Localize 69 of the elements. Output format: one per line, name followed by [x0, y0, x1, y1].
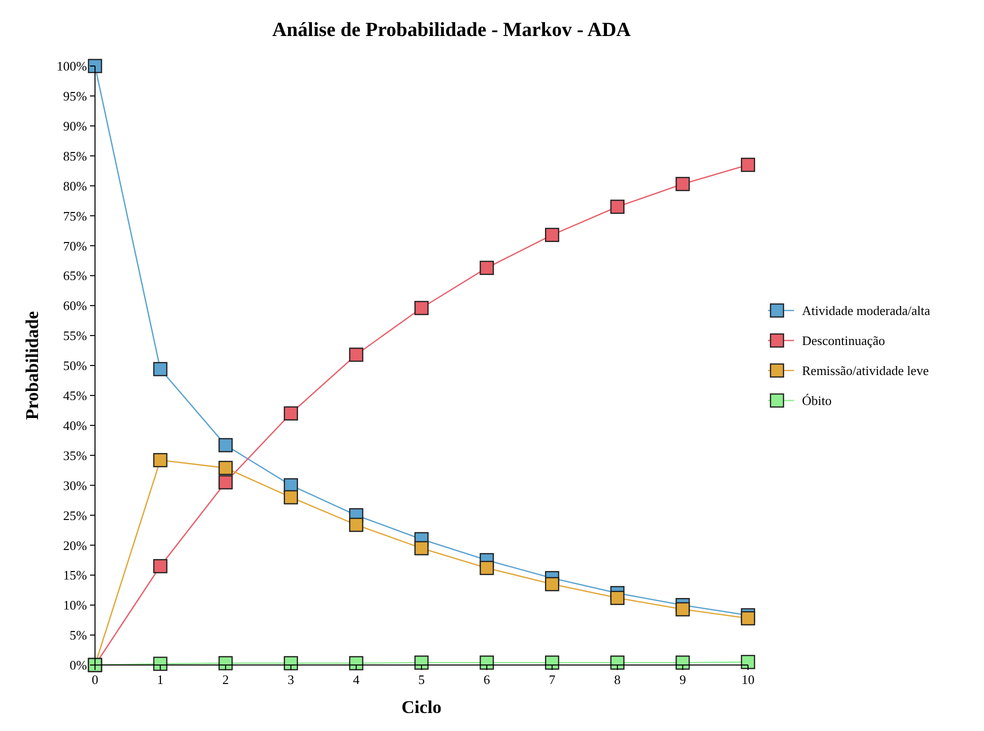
x-tick-label: 10 — [742, 672, 754, 687]
point — [414, 300, 429, 316]
y-tick-label: 35% — [63, 448, 88, 463]
point — [284, 406, 298, 421]
point — [349, 518, 364, 532]
point — [218, 438, 233, 452]
y-tick-label: 60% — [63, 298, 88, 314]
point — [740, 611, 756, 626]
y-tick-label: 80% — [63, 178, 88, 194]
point — [545, 228, 560, 242]
legend-label: Remissão/atividade leve — [802, 363, 929, 378]
x-tick-label: 9 — [679, 672, 686, 687]
y-tick-label: 70% — [63, 238, 88, 254]
point — [676, 602, 690, 616]
point — [676, 656, 690, 670]
x-tick-label: 3 — [288, 672, 294, 687]
point — [218, 656, 233, 670]
point — [153, 656, 168, 671]
x-tick-label: 4 — [352, 672, 360, 687]
point — [480, 560, 494, 576]
y-tick-label: 75% — [63, 208, 88, 224]
point — [480, 260, 494, 275]
y-tick-label: 100% — [56, 58, 88, 74]
y-tick-label: 20% — [63, 538, 88, 553]
point — [153, 362, 168, 376]
point — [545, 577, 560, 592]
x-tick-label: 1 — [157, 672, 164, 687]
legend-label: Óbito — [802, 393, 832, 408]
point — [284, 656, 298, 670]
point — [153, 453, 168, 468]
point — [218, 475, 233, 490]
y-tick-label: 55% — [63, 328, 88, 344]
y-tick-label: 45% — [63, 388, 88, 403]
y-tick-label: 25% — [63, 508, 88, 523]
y-tick-label: 30% — [63, 478, 88, 493]
y-tick-label: 85% — [63, 148, 88, 164]
x-tick-label: 8 — [614, 672, 621, 687]
point — [610, 200, 624, 214]
x-tick-label: 7 — [548, 672, 556, 687]
point — [610, 590, 624, 606]
point — [153, 559, 168, 574]
point — [740, 654, 756, 670]
y-tick-label: 15% — [63, 568, 88, 583]
point — [414, 541, 429, 556]
y-tick-label: 5% — [70, 628, 88, 643]
point — [88, 58, 102, 74]
x-axis-title: Ciclo — [402, 697, 442, 717]
legend-label: Atividade moderada/alta — [802, 303, 930, 318]
x-tick-label: 2 — [222, 672, 229, 687]
point — [349, 348, 364, 362]
point — [218, 460, 233, 476]
y-tick-label: 90% — [63, 118, 88, 134]
x-tick-label: 5 — [418, 672, 425, 687]
y-tick-label: 40% — [63, 418, 88, 433]
y-tick-label: 65% — [63, 268, 88, 284]
chart-title: Análise de Probabilidade - Markov - ADA — [272, 19, 632, 41]
y-axis-title: Probabilidade — [22, 311, 42, 420]
y-tick-label: 50% — [63, 358, 88, 374]
point — [676, 176, 690, 192]
x-tick-label: 6 — [484, 672, 491, 687]
point — [284, 490, 298, 504]
point — [740, 158, 756, 172]
y-tick-label: 10% — [63, 598, 88, 613]
y-tick-label: 0% — [70, 658, 88, 673]
x-tick-label: 0 — [92, 672, 98, 687]
point — [480, 656, 494, 670]
point — [349, 656, 364, 670]
y-tick-label: 95% — [63, 88, 88, 104]
legend-label: Descontinuação — [802, 333, 886, 348]
